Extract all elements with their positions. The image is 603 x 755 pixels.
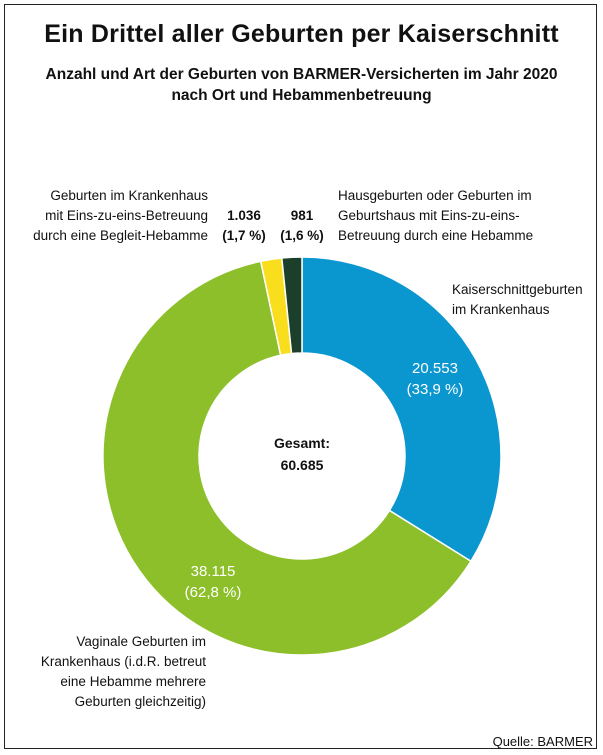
label-line: Geburten im Krankenhaus — [50, 188, 208, 203]
label-line: Geburtshaus mit Eins-zu-eins- — [338, 208, 520, 223]
label-line: Kaiserschnittgeburten — [452, 282, 583, 297]
label-line: Betreuung durch eine Hebamme — [338, 228, 534, 243]
value-text: 981 — [290, 208, 314, 223]
value-text: 1.036 — [227, 208, 261, 223]
label-line: mit Eins-zu-eins-Betreuung — [45, 208, 208, 223]
label-line: im Krankenhaus — [452, 302, 550, 317]
total-label: Gesamt: 60.685 — [232, 432, 372, 476]
subtitle-line: Anzahl und Art der Geburten von BARMER-V… — [45, 66, 558, 83]
value-kaiserschnitt: 20.553 (33,9 %) — [390, 358, 480, 400]
label-begleit: Geburten im Krankenhaus mit Eins-zu-eins… — [20, 186, 208, 246]
subtitle-line: nach Ort und Hebammenbetreuung — [171, 87, 432, 104]
slice-kaiserschnitt — [301, 256, 502, 563]
value-text: 20.553 — [412, 360, 458, 377]
label-vaginal: Vaginale Geburten im Krankenhaus (i.d.R.… — [20, 632, 206, 712]
value-text: 38.115 — [190, 563, 236, 580]
label-line: Krankenhaus (i.d.R. betreut — [40, 654, 206, 669]
percent-text: (1,7 %) — [222, 228, 266, 243]
slice-haus — [280, 256, 303, 355]
value-vaginal: 38.115 (62,8 %) — [168, 561, 258, 603]
label-kaiserschnitt: Kaiserschnittgeburten im Krankenhaus — [452, 280, 597, 320]
value-begleit: 1.036 (1,7 %) — [214, 206, 274, 246]
chart-title: Ein Drittel aller Geburten per Kaisersch… — [44, 20, 559, 48]
value-haus: 981 (1,6 %) — [276, 206, 328, 246]
label-line: durch eine Begleit-Hebamme — [33, 228, 208, 243]
chart-subtitle: Anzahl und Art der Geburten von BARMER-V… — [0, 64, 603, 106]
label-line: Vaginale Geburten im — [76, 634, 206, 649]
slice-vaginal — [102, 260, 472, 656]
source-note: Quelle: BARMER — [492, 734, 593, 749]
total-caption: Gesamt: — [273, 435, 331, 451]
percent-text: (1,6 %) — [280, 228, 324, 243]
percent-text: (62,8 %) — [184, 584, 242, 601]
label-haus: Hausgeburten oder Geburten im Geburtshau… — [338, 186, 588, 246]
label-line: eine Hebamme mehrere — [60, 674, 206, 689]
total-value: 60.685 — [280, 457, 324, 473]
label-line: Geburten gleichzeitig) — [74, 694, 206, 709]
percent-text: (33,9 %) — [406, 381, 464, 398]
label-line: Hausgeburten oder Geburten im — [338, 188, 532, 203]
chart-frame — [4, 4, 597, 749]
